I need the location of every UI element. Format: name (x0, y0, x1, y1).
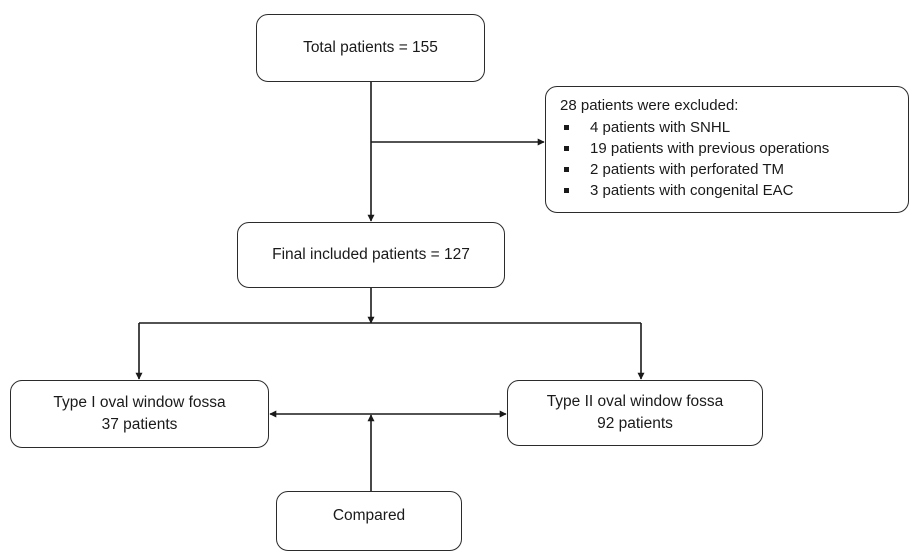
type1-count: 37 patients (101, 416, 178, 433)
compared-label: Compared (332, 507, 406, 524)
excluded-patients-box: 28 patients were excluded: 4 patients wi… (545, 86, 909, 213)
type1-title: Type I oval window fossa (53, 394, 226, 411)
excluded-item-congenital-eac: 3 patients with congenital EAC (560, 180, 829, 201)
excluded-heading: 28 patients were excluded: (560, 97, 739, 114)
type2-fossa-box: Type II oval window fossa 92 patients (507, 380, 763, 446)
total-patients-box: Total patients = 155 (256, 14, 485, 82)
excluded-item-perforated-tm: 2 patients with perforated TM (560, 159, 829, 180)
excluded-list: 4 patients with SNHL 19 patients with pr… (560, 117, 829, 201)
type1-fossa-box: Type I oval window fossa 37 patients (10, 380, 269, 448)
type2-count: 92 patients (597, 415, 673, 432)
excluded-item-snhl: 4 patients with SNHL (560, 117, 829, 138)
final-included-box: Final included patients = 127 (237, 222, 505, 288)
connector-lines (135, 82, 645, 491)
final-included-label: Final included patients = 127 (272, 246, 470, 263)
type2-title: Type II oval window fossa (546, 393, 724, 410)
excluded-item-previous-operations: 19 patients with previous operations (560, 138, 829, 159)
compared-box: Compared (276, 491, 462, 551)
total-patients-label: Total patients = 155 (303, 39, 438, 56)
